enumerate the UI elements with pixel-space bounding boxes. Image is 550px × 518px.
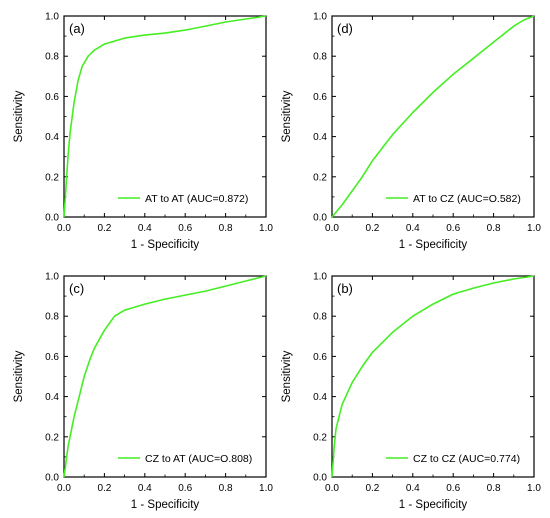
x-tick-label: 0.2 xyxy=(365,223,379,234)
y-tick-label: 0.4 xyxy=(45,132,59,143)
y-tick-label: 1.0 xyxy=(313,12,327,23)
x-tick-label: 1.0 xyxy=(259,223,273,234)
panel-label: (d) xyxy=(337,21,353,36)
x-axis-label: 1 - Specificity xyxy=(131,499,200,511)
x-axis-label: 1 - Specificity xyxy=(399,239,468,251)
y-tick-label: 0.8 xyxy=(45,52,59,63)
x-axis-label: 1 - Specificity xyxy=(131,239,200,251)
legend-label: CZ to CZ (AUC=0.774) xyxy=(413,453,520,465)
x-tick-label: 0.2 xyxy=(97,483,111,494)
x-tick-label: 0.4 xyxy=(406,223,420,234)
plot-frame xyxy=(63,15,267,218)
roc-curve xyxy=(63,275,267,478)
x-tick-label: 0.0 xyxy=(57,483,71,494)
y-axis-label: Sensitivity xyxy=(281,90,293,142)
x-tick-label: 0.4 xyxy=(138,223,152,234)
x-tick-label: 0.8 xyxy=(487,223,501,234)
x-tick-label: 0.0 xyxy=(325,223,339,234)
roc-curve xyxy=(331,275,535,478)
x-tick-label: 0.4 xyxy=(406,483,420,494)
y-tick-label: 0.6 xyxy=(313,92,327,103)
roc-panel: 0.0 0.2 0.4 0.6 0.8 1.0 0.0 0.2 0.4 0.6 0.8 1.0 1 - … xyxy=(13,272,273,512)
y-tick-label: 0.4 xyxy=(45,392,59,403)
y-tick-label: 0.2 xyxy=(45,432,59,443)
x-tick-label: 0.6 xyxy=(446,483,460,494)
x-tick-label: 0.6 xyxy=(178,223,192,234)
x-tick-label: 0.8 xyxy=(487,483,501,494)
x-tick-label: 0.0 xyxy=(325,483,339,494)
legend-label: CZ to AT (AUC=O.808) xyxy=(145,453,252,465)
x-tick-label: 0.6 xyxy=(178,483,192,494)
roc-panel: 0.0 0.2 0.4 0.6 0.8 1.0 0.0 0.2 0.4 0.6 0.8 1.0 1 - … xyxy=(281,12,541,252)
y-axis-label: Sensitivity xyxy=(281,350,293,402)
y-tick-label: 0.6 xyxy=(45,92,59,103)
y-tick-label: 0.2 xyxy=(45,172,59,183)
x-tick-label: 1.0 xyxy=(259,483,273,494)
roc-panel: 0.0 0.2 0.4 0.6 0.8 1.0 0.0 0.2 0.4 0.6 0.8 1.0 1 - … xyxy=(281,272,541,512)
x-tick-label: 0.8 xyxy=(219,223,233,234)
x-tick-label: 0.8 xyxy=(219,483,233,494)
y-tick-label: 1.0 xyxy=(313,272,327,283)
y-tick-label: 0.0 xyxy=(313,473,327,484)
y-axis-label: Sensitivity xyxy=(13,350,25,402)
legend-label: AT to CZ (AUC=O.582) xyxy=(413,193,521,205)
y-tick-label: 0.8 xyxy=(313,52,327,63)
y-tick-label: 0.0 xyxy=(45,213,59,224)
y-tick-label: 0.6 xyxy=(45,352,59,363)
roc-curve xyxy=(331,15,535,218)
y-tick-label: 0.2 xyxy=(313,172,327,183)
y-tick-label: 0.0 xyxy=(45,473,59,484)
legend-label: AT to AT (AUC=0.872) xyxy=(145,193,248,205)
y-tick-label: 0.0 xyxy=(313,213,327,224)
y-tick-label: 1.0 xyxy=(45,272,59,283)
x-axis-label: 1 - Specificity xyxy=(399,499,468,511)
x-tick-label: 0.2 xyxy=(365,483,379,494)
y-tick-label: 0.4 xyxy=(313,132,327,143)
x-tick-label: 1.0 xyxy=(527,483,541,494)
y-tick-label: 0.8 xyxy=(45,312,59,323)
x-tick-label: 0.4 xyxy=(138,483,152,494)
y-tick-label: 1.0 xyxy=(45,12,59,23)
x-tick-label: 0.6 xyxy=(446,223,460,234)
x-tick-label: 1.0 xyxy=(527,223,541,234)
plot-frame xyxy=(331,15,535,218)
x-tick-label: 0.0 xyxy=(57,223,71,234)
y-tick-label: 0.6 xyxy=(313,352,327,363)
y-tick-label: 0.2 xyxy=(313,432,327,443)
y-tick-label: 0.8 xyxy=(313,312,327,323)
panel-label: (b) xyxy=(337,281,353,296)
panel-label: (a) xyxy=(69,21,85,36)
plot-frame xyxy=(63,275,267,478)
plot-frame xyxy=(331,275,535,478)
x-tick-label: 0.2 xyxy=(97,223,111,234)
y-axis-label: Sensitivity xyxy=(13,90,25,142)
roc-panel: 0.0 0.2 0.4 0.6 0.8 1.0 0.0 0.2 0.4 0.6 0.8 1.0 1 - … xyxy=(13,12,273,252)
roc-curve xyxy=(63,15,267,218)
y-tick-label: 0.4 xyxy=(313,392,327,403)
panel-label: (c) xyxy=(69,281,84,296)
